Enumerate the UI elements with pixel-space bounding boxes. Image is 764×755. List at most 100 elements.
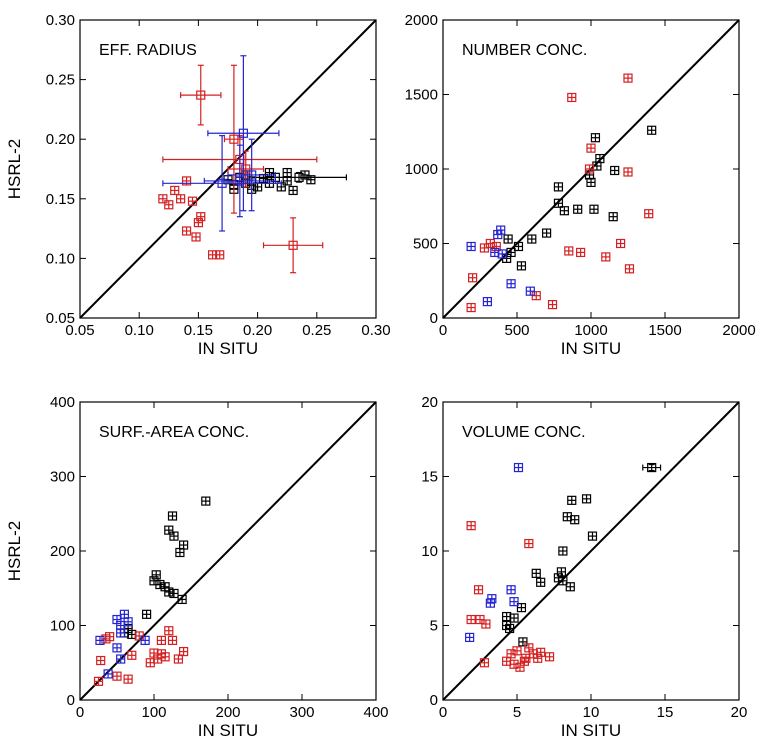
- data-point: [502, 611, 512, 622]
- point-marker: [112, 671, 122, 681]
- y-tick-label: 200: [50, 543, 75, 560]
- point-marker: [502, 620, 512, 631]
- point-marker: [288, 185, 298, 196]
- data-point: [191, 232, 201, 242]
- panel-title: NUMBER CONC.: [462, 42, 587, 59]
- x-axis-label: IN SITU: [561, 721, 621, 740]
- y-tick-label: 1000: [405, 161, 438, 178]
- data-point: [562, 512, 572, 522]
- point-marker: [215, 250, 225, 260]
- point-marker: [584, 164, 595, 174]
- data-point: [142, 609, 152, 619]
- point-marker: [217, 178, 227, 188]
- x-tick-label: 0: [76, 704, 84, 721]
- data-point: [647, 125, 657, 135]
- point-marker: [177, 594, 187, 605]
- data-point: [506, 585, 516, 595]
- x-axis-label: IN SITU: [561, 339, 621, 358]
- point-marker: [158, 194, 168, 204]
- point-marker: [306, 175, 316, 185]
- data-point: [112, 671, 122, 681]
- x-tick-label: 0.20: [243, 322, 272, 339]
- panel-title: SURF.-AREA CONC.: [99, 424, 249, 441]
- data-series-2: [158, 64, 324, 274]
- point-marker: [506, 585, 516, 595]
- point-marker: [127, 650, 137, 660]
- point-marker: [288, 240, 298, 250]
- point-marker: [623, 167, 633, 177]
- point-marker: [615, 238, 626, 249]
- y-tick-label: 10: [421, 543, 438, 560]
- point-marker: [466, 302, 476, 313]
- data-point: [162, 135, 282, 232]
- point-marker: [175, 547, 185, 558]
- data-point: [127, 650, 137, 660]
- data-point: [465, 632, 475, 643]
- x-tick-label: 500: [504, 322, 529, 339]
- point-marker: [93, 676, 104, 686]
- y-tick-label: 100: [50, 618, 75, 635]
- data-series-3: [162, 55, 282, 232]
- y-axis-label: HSRL-2: [5, 139, 24, 199]
- data-point: [567, 495, 577, 505]
- point-marker: [169, 588, 179, 599]
- data-point: [610, 165, 620, 176]
- data-point: [553, 182, 564, 192]
- data-point: [140, 635, 150, 646]
- data-point: [502, 656, 512, 666]
- data-point: [573, 204, 583, 214]
- one-to-one-line: [442, 401, 740, 701]
- data-point: [491, 241, 501, 252]
- point-marker: [558, 576, 568, 586]
- point-marker: [610, 165, 620, 176]
- point-marker: [160, 652, 170, 662]
- y-tick-label: 0.20: [46, 131, 75, 148]
- point-marker: [570, 515, 580, 525]
- data-point: [169, 588, 179, 599]
- x-tick-label: 0: [439, 704, 447, 721]
- data-series-3: [465, 462, 524, 643]
- data-point: [282, 176, 292, 186]
- point-marker: [173, 654, 184, 664]
- data-point: [533, 653, 543, 663]
- data-point: [516, 603, 527, 613]
- point-marker: [151, 570, 161, 580]
- point-marker: [196, 90, 206, 100]
- data-point: [595, 153, 605, 164]
- data-point: [506, 279, 516, 289]
- point-marker: [567, 495, 577, 505]
- point-marker: [581, 494, 592, 504]
- chart-panel-3: 0 100 200 300 400 0 100 200 300 400 SURF.-AREA CON…: [5, 394, 389, 740]
- data-point: [581, 494, 592, 504]
- data-point: [93, 676, 104, 686]
- data-point: [589, 204, 599, 214]
- point-marker: [647, 125, 657, 135]
- point-marker: [559, 206, 569, 216]
- point-marker: [241, 164, 251, 174]
- data-point: [164, 587, 174, 597]
- data-point: [485, 598, 495, 608]
- point-marker: [601, 252, 611, 262]
- point-marker: [573, 204, 583, 214]
- data-point: [570, 515, 580, 525]
- y-tick-label: 1500: [405, 87, 438, 104]
- data-point: [466, 241, 476, 252]
- point-marker: [497, 249, 507, 259]
- data-point: [262, 217, 324, 274]
- data-point: [155, 579, 165, 590]
- y-tick-label: 400: [50, 394, 75, 411]
- data-point: [101, 634, 111, 644]
- y-tick-label: 0: [430, 310, 438, 327]
- data-point: [164, 626, 174, 636]
- x-tick-label: 0.05: [65, 322, 94, 339]
- point-marker: [524, 538, 534, 549]
- point-marker: [103, 669, 113, 679]
- point-marker: [512, 646, 522, 656]
- point-marker: [465, 632, 475, 643]
- data-point: [112, 643, 122, 653]
- point-marker: [493, 229, 503, 240]
- point-marker: [95, 635, 105, 646]
- point-marker: [541, 228, 552, 238]
- data-series-2: [466, 521, 555, 672]
- data-series-2: [466, 73, 654, 313]
